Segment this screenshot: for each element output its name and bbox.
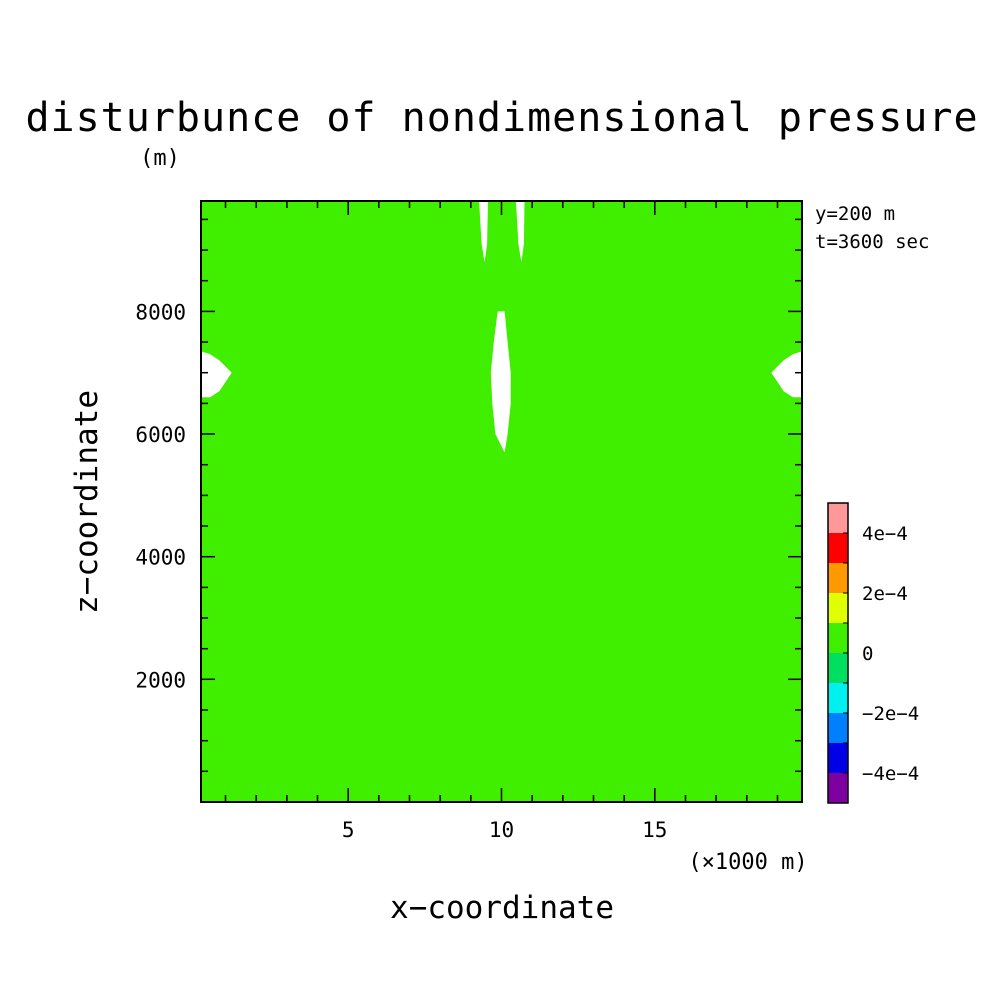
colorbar-swatch <box>828 623 848 653</box>
high-value-region-3 <box>490 311 511 453</box>
colorbar-swatch <box>828 563 848 593</box>
colorbar-swatch <box>828 503 848 533</box>
colorbar-label: 2e−4 <box>862 583 908 605</box>
colorbar-label: 0 <box>862 643 873 665</box>
high-value-region-2 <box>515 201 525 263</box>
annotation-t: t=3600 sec <box>815 231 929 253</box>
annotation-y: y=200 m <box>815 203 895 225</box>
y-tick-label: 2000 <box>135 668 186 692</box>
x-axis: 5 10 15 <box>224 201 779 842</box>
plot-area <box>200 200 803 803</box>
y-tick-label: 6000 <box>135 423 186 447</box>
x-tick-label: 5 <box>342 818 355 842</box>
colorbar-swatch <box>828 713 848 743</box>
colorbar-label: −2e−4 <box>862 703 919 725</box>
high-value-region-4 <box>201 351 232 398</box>
colorbar-label: −4e−4 <box>862 763 919 785</box>
y-axis: 2000 4000 6000 8000 <box>135 218 802 773</box>
x-unit-label: (×1000 m) <box>688 850 807 875</box>
y-tick-label: 4000 <box>135 546 186 570</box>
colorbar: −4e−4 −2e−4 0 2e−4 4e−4 <box>827 502 919 804</box>
contour-band-5 <box>201 201 802 802</box>
y-tick-label: 8000 <box>135 300 186 324</box>
x-tick-label: 15 <box>642 818 667 842</box>
colorbar-swatch <box>828 593 848 623</box>
colorbar-swatch <box>828 533 848 563</box>
chart-title: disturbunce of nondimensional pressure <box>25 95 978 141</box>
x-tick-label: 10 <box>489 818 514 842</box>
x-axis-label: x−coordinate <box>390 890 614 926</box>
y-unit-label: (m) <box>140 146 180 171</box>
colorbar-swatch <box>828 743 848 773</box>
y-axis-label: z−coordinate <box>69 390 105 614</box>
colorbar-swatch <box>828 683 848 713</box>
high-value-region-1 <box>479 201 488 263</box>
high-value-region-5 <box>771 351 802 398</box>
colorbar-swatch <box>828 653 848 683</box>
colorbar-label: 4e−4 <box>862 523 908 545</box>
colorbar-swatch <box>828 773 848 803</box>
